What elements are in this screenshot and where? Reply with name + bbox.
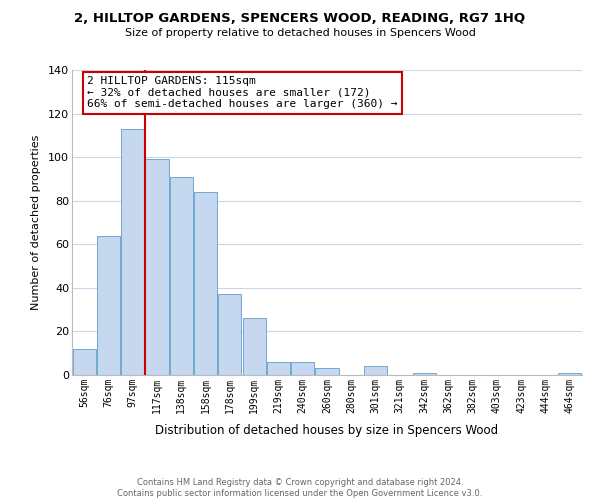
Text: 2 HILLTOP GARDENS: 115sqm
← 32% of detached houses are smaller (172)
66% of semi: 2 HILLTOP GARDENS: 115sqm ← 32% of detac…	[88, 76, 398, 110]
Bar	[73, 349, 95, 375]
Bar	[267, 362, 290, 375]
Bar	[97, 236, 120, 375]
Bar	[316, 368, 338, 375]
Bar	[291, 362, 314, 375]
Y-axis label: Number of detached properties: Number of detached properties	[31, 135, 41, 310]
Text: 2, HILLTOP GARDENS, SPENCERS WOOD, READING, RG7 1HQ: 2, HILLTOP GARDENS, SPENCERS WOOD, READI…	[74, 12, 526, 26]
Bar	[194, 192, 217, 375]
Text: Contains HM Land Registry data © Crown copyright and database right 2024.
Contai: Contains HM Land Registry data © Crown c…	[118, 478, 482, 498]
Bar	[364, 366, 387, 375]
Bar	[170, 177, 193, 375]
Bar	[559, 373, 581, 375]
Bar	[242, 318, 266, 375]
Bar	[413, 373, 436, 375]
Text: Size of property relative to detached houses in Spencers Wood: Size of property relative to detached ho…	[125, 28, 475, 38]
Bar	[121, 129, 144, 375]
Bar	[218, 294, 241, 375]
X-axis label: Distribution of detached houses by size in Spencers Wood: Distribution of detached houses by size …	[155, 424, 499, 437]
Bar	[145, 160, 169, 375]
